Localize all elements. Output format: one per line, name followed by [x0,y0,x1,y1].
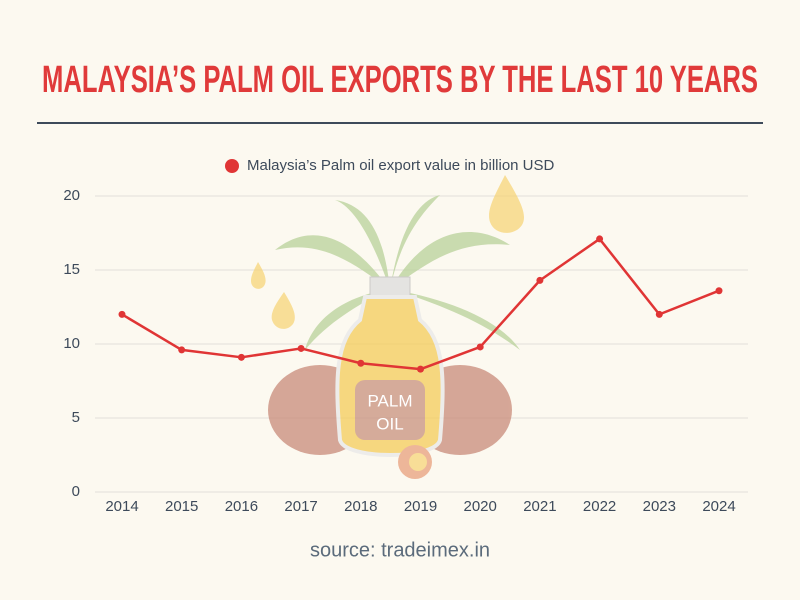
legend-label: Malaysia’s Palm oil export value in bill… [247,157,555,174]
x-tick-label: 2024 [702,498,735,515]
data-point [357,359,365,367]
source: source: tradeimex.in [310,539,490,561]
x-tick-label: 2019 [404,498,437,515]
x-tick-label: 2017 [284,498,317,515]
data-point [476,343,484,351]
x-tick-label: 2020 [464,498,497,515]
illustration [251,175,525,479]
data-point [655,310,663,318]
illustration-label: PALM [367,391,412,410]
data-point [297,344,305,352]
x-tick-label: 2014 [105,498,138,515]
data-point [417,365,424,373]
illustration-label: OIL [376,414,403,433]
x-tick-label: 2023 [643,498,676,515]
data-point [596,235,604,243]
data-point [237,353,245,361]
legend-marker [225,159,239,173]
data-point [715,287,723,295]
y-tick-label: 10 [63,335,80,352]
x-tick-label: 2018 [344,498,377,515]
y-tick-label: 5 [72,409,80,426]
chart-title: MALAYSIA’S PALM OIL EXPORTS BY THE LAST … [42,59,758,101]
x-tick-label: 2015 [165,498,198,515]
x-tick-label: 2022 [583,498,616,515]
data-point [536,276,544,284]
y-tick-label: 20 [63,187,80,204]
y-tick-label: 0 [72,483,80,500]
data-point [178,346,186,354]
data-point [118,310,126,318]
x-tick-label: 2016 [225,498,258,515]
x-tick-label: 2021 [523,498,556,515]
y-tick-label: 15 [63,261,80,278]
